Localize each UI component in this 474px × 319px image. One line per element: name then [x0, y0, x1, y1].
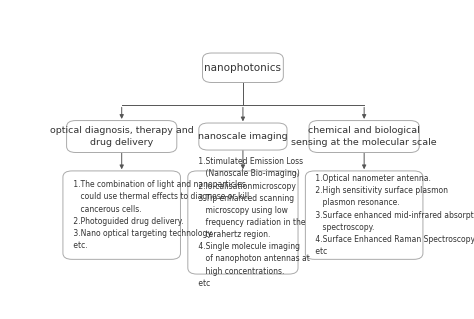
Text: chemical and biological
sensing at the molecular scale: chemical and biological sensing at the m…: [292, 126, 437, 147]
FancyBboxPatch shape: [188, 171, 298, 274]
FancyBboxPatch shape: [305, 171, 423, 259]
Text: 1.The combination of light and nanoparticles
    could use thermal effects to di: 1.The combination of light and nanoparti…: [71, 180, 249, 250]
FancyBboxPatch shape: [63, 171, 181, 259]
Text: nanophotonics: nanophotonics: [204, 63, 282, 73]
Text: 1.Stimulated Emission Loss
    (Nanoscale Bio-imaging)
 2.lo-calisationmicroscop: 1.Stimulated Emission Loss (Nanoscale Bi…: [196, 157, 310, 288]
FancyBboxPatch shape: [309, 121, 419, 152]
Text: nanoscale imaging: nanoscale imaging: [198, 132, 288, 141]
FancyBboxPatch shape: [202, 53, 283, 83]
Text: optical diagnosis, therapy and
drug delivery: optical diagnosis, therapy and drug deli…: [50, 126, 193, 147]
FancyBboxPatch shape: [199, 123, 287, 150]
Text: 1.Optical nanometer antenna.
 2.High sensitivity surface plasmon
    plasmon res: 1.Optical nanometer antenna. 2.High sens…: [313, 174, 474, 256]
FancyBboxPatch shape: [66, 121, 177, 152]
